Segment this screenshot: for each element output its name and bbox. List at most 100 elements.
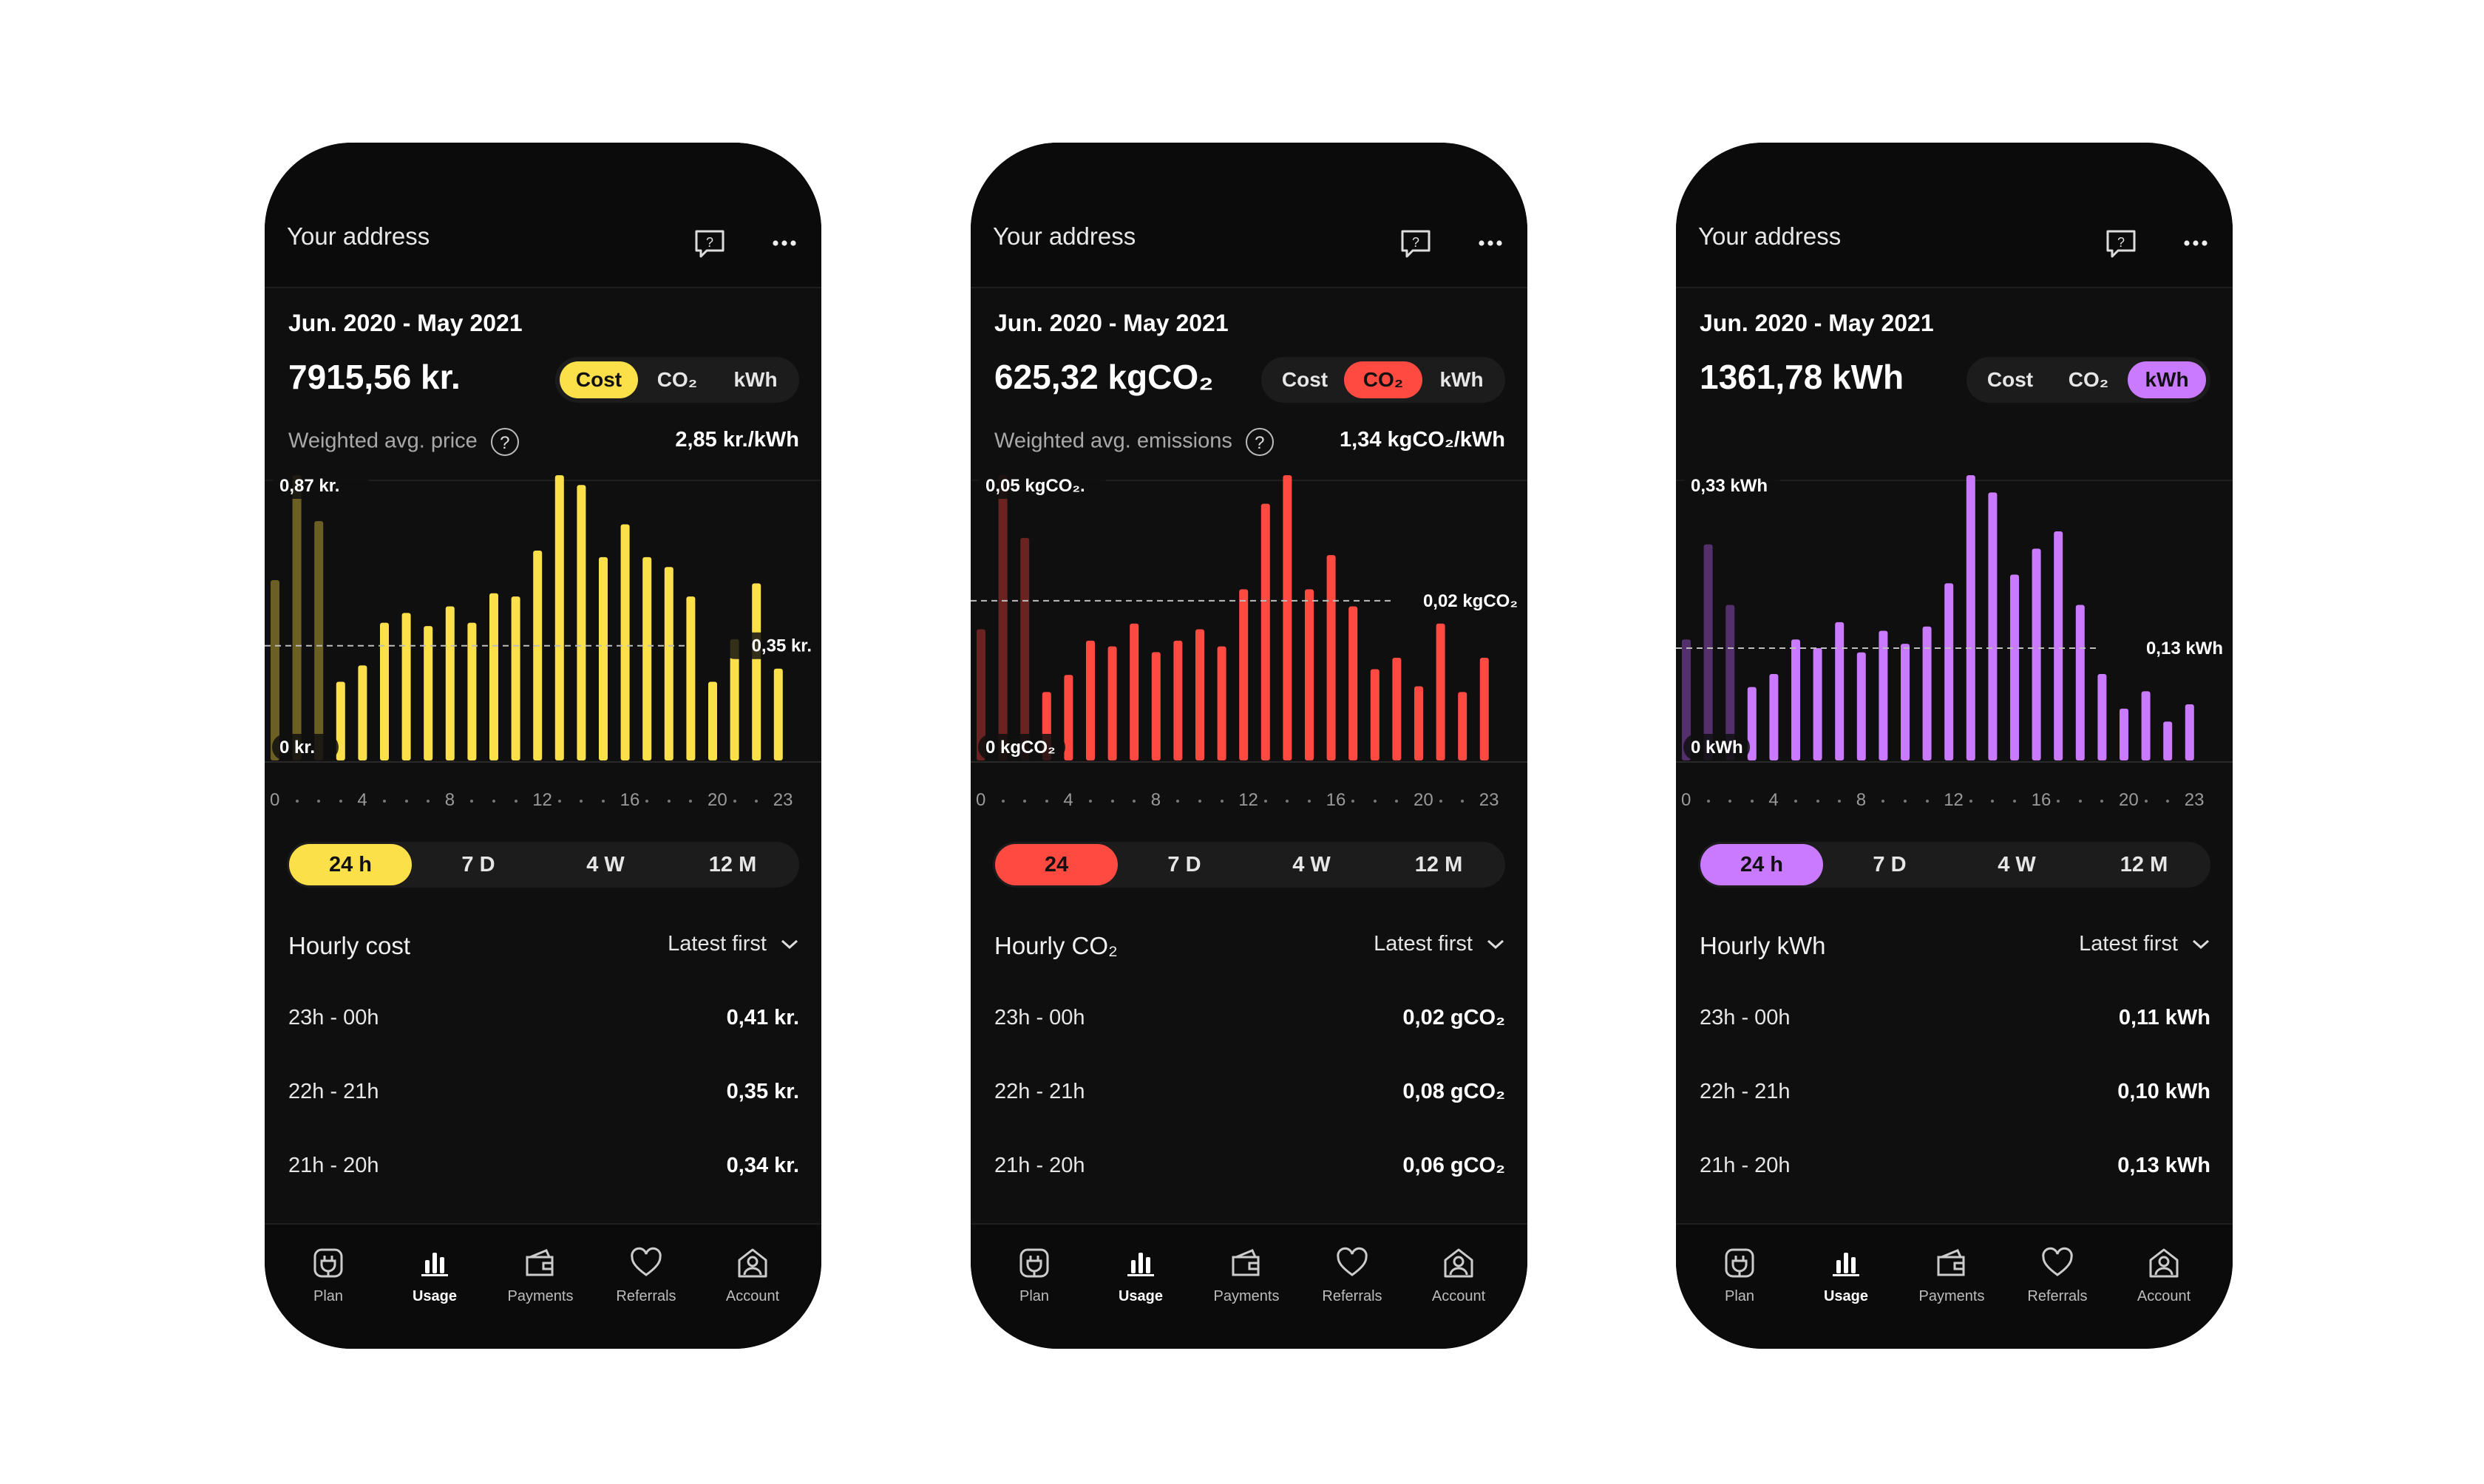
chart-bar[interactable] bbox=[1239, 589, 1249, 760]
chart-bar[interactable] bbox=[1922, 626, 1932, 760]
chart-bar[interactable] bbox=[271, 579, 279, 760]
toggle-cost[interactable]: Cost bbox=[1281, 368, 1328, 391]
chart-bar[interactable] bbox=[2185, 704, 2194, 760]
chart-bar[interactable] bbox=[445, 606, 455, 760]
chart-bar[interactable] bbox=[620, 524, 630, 760]
chart-bar[interactable] bbox=[1217, 646, 1226, 760]
chart-bar[interactable] bbox=[511, 596, 520, 760]
chart-bar[interactable] bbox=[1173, 640, 1183, 760]
chart-bar[interactable] bbox=[1348, 606, 1358, 760]
chart-bar[interactable] bbox=[533, 551, 543, 760]
help-chat-icon[interactable]: ? bbox=[1399, 227, 1433, 261]
chart-bar[interactable] bbox=[314, 521, 324, 760]
nav-referrals[interactable]: Referrals bbox=[1308, 1245, 1397, 1305]
chart-bar[interactable] bbox=[599, 556, 608, 760]
tab-12m[interactable]: 12 M bbox=[708, 853, 757, 877]
nav-plan[interactable]: Plan bbox=[284, 1245, 373, 1305]
toggle-co2[interactable]: CO₂ bbox=[1344, 361, 1422, 398]
chart-bar[interactable] bbox=[1260, 503, 1270, 760]
chart-bar[interactable] bbox=[1064, 675, 1073, 760]
chart-bar[interactable] bbox=[664, 567, 673, 760]
chart-bar[interactable] bbox=[1020, 537, 1030, 760]
chart-bar[interactable] bbox=[1856, 652, 1866, 760]
tab-4w[interactable]: 4 W bbox=[1292, 853, 1331, 877]
nav-usage[interactable]: Usage bbox=[390, 1245, 479, 1305]
chart-bar[interactable] bbox=[1813, 647, 1822, 760]
chart-bar[interactable] bbox=[1988, 492, 1998, 760]
chart-bar[interactable] bbox=[292, 475, 302, 760]
address-title[interactable]: Your address bbox=[1698, 222, 1842, 250]
help-chat-icon[interactable]: ? bbox=[693, 227, 727, 261]
chart-bar[interactable] bbox=[1901, 644, 1910, 760]
chart-bar[interactable] bbox=[1151, 652, 1161, 760]
chart-bar[interactable] bbox=[424, 626, 433, 760]
chart-bar[interactable] bbox=[642, 556, 652, 760]
tab-24h[interactable]: 24 h bbox=[289, 844, 412, 885]
chart-bar[interactable] bbox=[1107, 646, 1117, 760]
chart-bar[interactable] bbox=[2010, 574, 2019, 760]
chart-bar[interactable] bbox=[1769, 674, 1779, 760]
nav-payments[interactable]: Payments bbox=[496, 1245, 585, 1305]
chart-bar[interactable] bbox=[358, 665, 367, 760]
info-icon[interactable]: ? bbox=[490, 428, 519, 456]
toggle-kwh[interactable]: kWh bbox=[1439, 368, 1484, 391]
chart-bar[interactable] bbox=[2141, 691, 2151, 760]
nav-payments[interactable]: Payments bbox=[1907, 1245, 1996, 1305]
chart-bar[interactable] bbox=[1086, 640, 1095, 760]
chart-bar[interactable] bbox=[2163, 721, 2173, 760]
chart-bar[interactable] bbox=[1458, 692, 1467, 760]
more-options-icon[interactable] bbox=[2181, 228, 2210, 258]
chart-bar[interactable] bbox=[1879, 630, 1888, 760]
chart-bar[interactable] bbox=[467, 622, 477, 760]
tab-7d[interactable]: 7 D bbox=[1167, 853, 1201, 877]
toggle-co2[interactable]: CO₂ bbox=[2068, 368, 2109, 391]
chart-bar[interactable] bbox=[380, 622, 389, 760]
toggle-co2[interactable]: CO₂ bbox=[656, 368, 698, 391]
chart-bar[interactable] bbox=[1479, 658, 1489, 760]
chart-bar[interactable] bbox=[1682, 639, 1691, 760]
address-title[interactable]: Your address bbox=[993, 222, 1136, 250]
tab-12m[interactable]: 12 M bbox=[2120, 853, 2168, 877]
tab-7d[interactable]: 7 D bbox=[461, 853, 495, 877]
chart-bar[interactable] bbox=[752, 583, 761, 760]
nav-usage[interactable]: Usage bbox=[1802, 1245, 1890, 1305]
toggle-cost[interactable]: Cost bbox=[560, 361, 638, 398]
chart-bar[interactable] bbox=[1944, 583, 1954, 760]
chart-bar[interactable] bbox=[1414, 686, 1423, 760]
chart-bar[interactable] bbox=[1966, 475, 1975, 760]
nav-account[interactable]: Account bbox=[708, 1245, 797, 1305]
toggle-kwh[interactable]: kWh bbox=[733, 368, 778, 391]
chart-bar[interactable] bbox=[1195, 629, 1204, 760]
nav-referrals[interactable]: Referrals bbox=[602, 1245, 690, 1305]
chart-bar[interactable] bbox=[1703, 544, 1713, 760]
nav-plan[interactable]: Plan bbox=[990, 1245, 1079, 1305]
chart-bar[interactable] bbox=[2097, 674, 2107, 760]
nav-account[interactable]: Account bbox=[2120, 1245, 2208, 1305]
chart-bar[interactable] bbox=[1835, 622, 1845, 760]
chart-bar[interactable] bbox=[1747, 687, 1757, 760]
address-title[interactable]: Your address bbox=[287, 222, 430, 250]
chart-bar[interactable] bbox=[1326, 555, 1336, 760]
chart-bar[interactable] bbox=[1370, 669, 1380, 760]
chart-bar[interactable] bbox=[708, 681, 717, 760]
toggle-cost[interactable]: Cost bbox=[1986, 368, 2034, 391]
chart-bar[interactable] bbox=[1436, 623, 1445, 760]
chart-bar[interactable] bbox=[730, 639, 739, 760]
chart-bar[interactable] bbox=[2032, 548, 2041, 760]
nav-account[interactable]: Account bbox=[1414, 1245, 1503, 1305]
chart-bar[interactable] bbox=[686, 596, 696, 760]
chart-bar[interactable] bbox=[1725, 605, 1735, 760]
chart-bar[interactable] bbox=[998, 475, 1008, 760]
chart-bar[interactable] bbox=[336, 681, 345, 760]
chart-bar[interactable] bbox=[401, 613, 411, 760]
nav-usage[interactable]: Usage bbox=[1096, 1245, 1185, 1305]
info-icon[interactable]: ? bbox=[1245, 428, 1274, 456]
sort-dropdown[interactable]: Latest first bbox=[2079, 932, 2210, 956]
chart-bar[interactable] bbox=[2054, 531, 2063, 760]
sort-dropdown[interactable]: Latest first bbox=[1374, 932, 1505, 956]
nav-payments[interactable]: Payments bbox=[1202, 1245, 1291, 1305]
chart-bar[interactable] bbox=[977, 629, 985, 760]
chart-bar[interactable] bbox=[489, 593, 498, 760]
tab-7d[interactable]: 7 D bbox=[1873, 853, 1907, 877]
tab-24h[interactable]: 24 bbox=[995, 844, 1118, 885]
